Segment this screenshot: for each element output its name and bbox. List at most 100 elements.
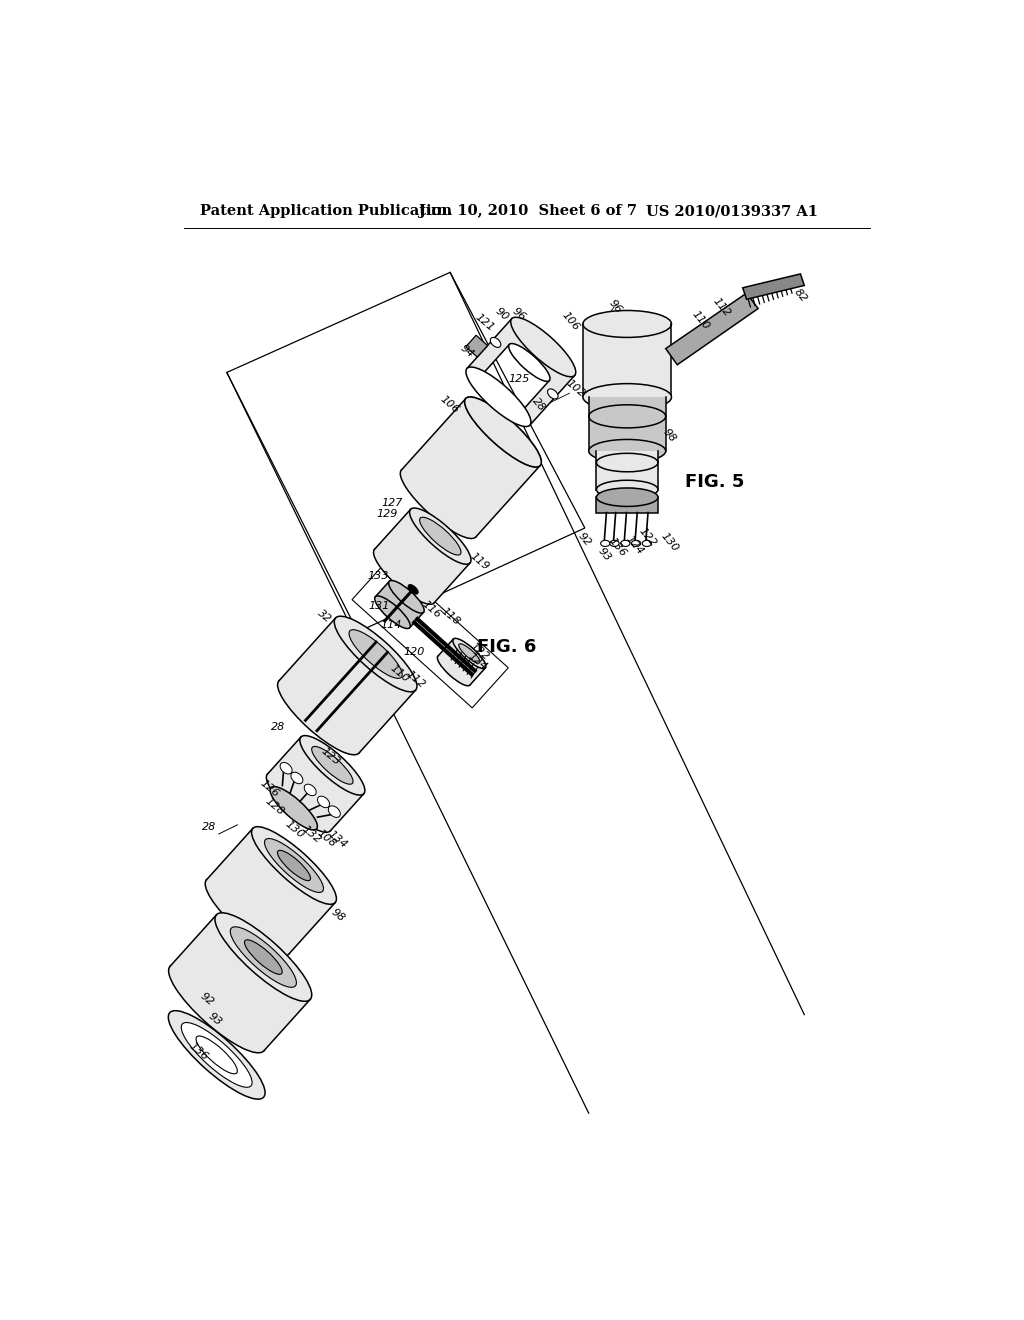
Polygon shape	[742, 275, 804, 300]
Ellipse shape	[281, 763, 292, 774]
Text: 94: 94	[459, 343, 476, 359]
Text: 106: 106	[438, 395, 461, 416]
Ellipse shape	[311, 746, 353, 784]
Ellipse shape	[375, 595, 411, 628]
Ellipse shape	[409, 585, 418, 594]
Ellipse shape	[334, 616, 417, 692]
Polygon shape	[207, 829, 335, 954]
Ellipse shape	[459, 644, 480, 663]
Text: 126: 126	[258, 777, 282, 800]
Ellipse shape	[437, 656, 470, 686]
Ellipse shape	[490, 338, 501, 347]
Ellipse shape	[596, 453, 658, 471]
Text: 136: 136	[187, 1041, 210, 1063]
Ellipse shape	[168, 1011, 265, 1100]
Polygon shape	[401, 399, 541, 537]
Text: 130: 130	[284, 820, 306, 841]
Text: 112: 112	[403, 668, 426, 690]
Ellipse shape	[583, 310, 672, 338]
Polygon shape	[170, 915, 310, 1051]
Ellipse shape	[266, 772, 332, 833]
Polygon shape	[376, 581, 424, 628]
Text: 92: 92	[577, 531, 593, 548]
Text: 98: 98	[662, 426, 678, 445]
Ellipse shape	[329, 807, 340, 817]
Polygon shape	[596, 498, 658, 512]
Text: 121: 121	[473, 312, 496, 333]
Text: 129: 129	[377, 510, 398, 519]
Ellipse shape	[264, 838, 324, 892]
Text: 90: 90	[494, 306, 511, 322]
Ellipse shape	[169, 965, 265, 1053]
Ellipse shape	[230, 927, 296, 987]
Text: 114: 114	[381, 620, 402, 630]
Text: 133: 133	[368, 570, 389, 581]
Text: 116: 116	[420, 598, 443, 620]
Ellipse shape	[374, 548, 435, 605]
Ellipse shape	[317, 796, 330, 808]
Ellipse shape	[196, 1036, 238, 1074]
Ellipse shape	[601, 540, 610, 546]
Ellipse shape	[453, 639, 486, 669]
Ellipse shape	[215, 913, 311, 1002]
Ellipse shape	[291, 772, 303, 784]
Ellipse shape	[589, 405, 666, 428]
Polygon shape	[375, 510, 470, 603]
Text: 108: 108	[315, 828, 338, 849]
Text: 125: 125	[509, 375, 530, 384]
Text: 123: 123	[318, 746, 342, 767]
Text: 122: 122	[637, 525, 658, 549]
Ellipse shape	[596, 480, 658, 499]
Ellipse shape	[610, 540, 620, 546]
Text: 124: 124	[625, 533, 645, 556]
Text: 28: 28	[202, 822, 216, 833]
Ellipse shape	[270, 787, 317, 830]
Text: FIG. 6: FIG. 6	[477, 639, 537, 656]
Text: 98: 98	[329, 907, 346, 924]
Ellipse shape	[511, 317, 575, 376]
Text: 124: 124	[467, 651, 489, 672]
Ellipse shape	[632, 540, 641, 546]
Polygon shape	[467, 318, 574, 425]
Ellipse shape	[278, 850, 310, 880]
Polygon shape	[584, 323, 671, 397]
Text: 132: 132	[300, 824, 323, 845]
Text: Patent Application Publication: Patent Application Publication	[200, 205, 452, 218]
Ellipse shape	[466, 367, 531, 426]
Polygon shape	[589, 397, 666, 451]
Text: 118: 118	[439, 606, 463, 627]
Text: 131: 131	[369, 601, 390, 611]
Text: 96: 96	[607, 297, 624, 315]
Text: 128: 128	[263, 796, 286, 817]
Ellipse shape	[349, 630, 402, 678]
Text: 96: 96	[510, 306, 527, 323]
Polygon shape	[267, 737, 364, 830]
Text: 92: 92	[198, 991, 215, 1007]
Text: 110: 110	[388, 663, 411, 684]
Polygon shape	[596, 451, 658, 490]
Text: 134: 134	[327, 829, 349, 850]
Text: 122: 122	[468, 642, 490, 663]
Ellipse shape	[304, 784, 316, 796]
Polygon shape	[666, 293, 758, 364]
Ellipse shape	[181, 1023, 252, 1088]
Text: 136: 136	[606, 536, 628, 558]
Ellipse shape	[465, 397, 542, 467]
Polygon shape	[466, 335, 487, 356]
Ellipse shape	[589, 440, 666, 462]
Ellipse shape	[642, 540, 651, 546]
Text: 120: 120	[403, 647, 424, 657]
Ellipse shape	[205, 878, 290, 956]
Text: 28: 28	[271, 722, 286, 733]
Ellipse shape	[420, 517, 461, 554]
Text: 93: 93	[207, 1011, 224, 1028]
Ellipse shape	[583, 384, 672, 411]
Text: Jun. 10, 2010  Sheet 6 of 7: Jun. 10, 2010 Sheet 6 of 7	[419, 205, 637, 218]
Text: US 2010/0139337 A1: US 2010/0139337 A1	[646, 205, 818, 218]
Text: 119: 119	[468, 550, 492, 572]
Ellipse shape	[548, 389, 558, 399]
Text: 32: 32	[315, 609, 333, 624]
Text: 93: 93	[596, 546, 612, 564]
Text: 82: 82	[792, 286, 809, 304]
Polygon shape	[279, 618, 416, 752]
